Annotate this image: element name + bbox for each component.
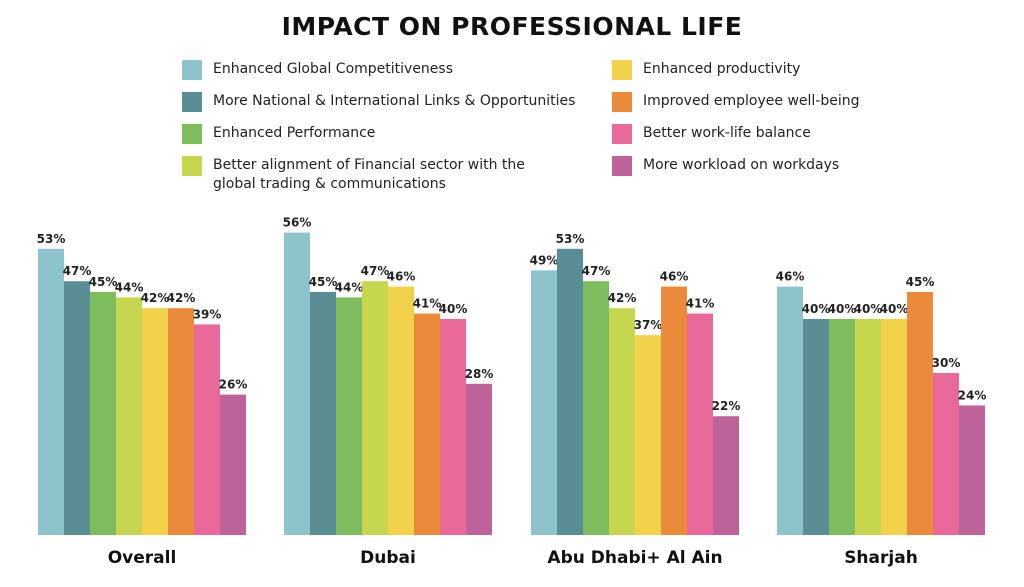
data-label: 45%: [89, 275, 118, 289]
legend-item: Enhanced Global Competitiveness: [182, 60, 542, 80]
bar: [310, 292, 336, 535]
legend-label: Enhanced Performance: [213, 125, 376, 141]
legend-item: Better alignment of Financial sector wit…: [182, 156, 542, 194]
bar: [907, 292, 933, 535]
legend-swatch: [182, 60, 202, 80]
legend-item: More workload on workdays: [612, 156, 972, 176]
category-label: Sharjah: [844, 548, 918, 568]
legend-swatch: [182, 92, 202, 112]
data-label: 28%: [465, 367, 494, 381]
data-label: 22%: [712, 399, 741, 413]
legend-swatch: [182, 156, 202, 176]
bar: [142, 308, 168, 535]
data-label: 24%: [958, 388, 987, 402]
data-label: 30%: [932, 356, 961, 370]
bar: [713, 416, 739, 535]
bar: [777, 286, 803, 535]
legend-label: Enhanced Global Competitiveness: [213, 61, 454, 77]
bar: [440, 319, 466, 535]
bar: [855, 319, 881, 535]
bar: [90, 292, 116, 535]
bar: [116, 297, 142, 535]
data-label: 45%: [309, 275, 338, 289]
bar: [803, 319, 829, 535]
bar: [829, 319, 855, 535]
data-label: 42%: [141, 291, 170, 305]
bar: [194, 324, 220, 535]
data-label: 40%: [854, 302, 883, 316]
bar: [284, 232, 310, 535]
data-label: 46%: [776, 270, 805, 284]
data-label: 46%: [387, 270, 416, 284]
data-label: 53%: [556, 232, 585, 246]
data-label: 40%: [880, 302, 909, 316]
bar: [661, 286, 687, 535]
bar: [609, 308, 635, 535]
bar: [388, 286, 414, 535]
legend-item: Enhanced productivity: [612, 60, 972, 80]
legend-swatch: [612, 124, 632, 144]
data-label: 53%: [37, 232, 66, 246]
legend-item: Better work-life balance: [612, 124, 972, 144]
data-label: 49%: [530, 253, 559, 267]
data-label: 47%: [361, 264, 390, 278]
data-label: 47%: [582, 264, 611, 278]
data-label: 40%: [828, 302, 857, 316]
bar: [336, 297, 362, 535]
bar: [933, 373, 959, 535]
legend-label: More National & International Links & Op…: [213, 93, 576, 109]
legend-label: Better work-life balance: [643, 125, 811, 141]
legend-item: More National & International Links & Op…: [182, 92, 582, 112]
bar: [635, 335, 661, 535]
data-label: 44%: [115, 280, 144, 294]
legend-label: Enhanced productivity: [643, 61, 801, 77]
data-label: 37%: [634, 318, 663, 332]
data-label: 42%: [167, 291, 196, 305]
data-label: 26%: [219, 378, 248, 392]
bar: [531, 270, 557, 535]
bar: [38, 248, 64, 536]
legend-label: Improved employee well-being: [643, 93, 860, 109]
data-label: 41%: [686, 297, 715, 311]
bar: [583, 281, 609, 535]
category-label: Dubai: [360, 548, 416, 568]
legend-swatch: [182, 124, 202, 144]
data-label: 46%: [660, 270, 689, 284]
data-label: 45%: [906, 275, 935, 289]
legend-label: Better alignment of Financial sector wit…: [213, 157, 525, 192]
legend-swatch: [612, 92, 632, 112]
bar: [557, 248, 583, 536]
bar: [220, 394, 246, 535]
data-label: 44%: [335, 280, 364, 294]
bar: [414, 313, 440, 535]
bar: [687, 313, 713, 535]
category-label: Overall: [108, 548, 177, 568]
legend-swatch: [612, 156, 632, 176]
bar: [168, 308, 194, 535]
data-label: 40%: [439, 302, 468, 316]
bar: [466, 383, 492, 535]
category-label: Abu Dhabi+ Al Ain: [547, 548, 722, 568]
data-label: 40%: [802, 302, 831, 316]
bar: [362, 281, 388, 535]
data-label: 41%: [413, 297, 442, 311]
chart-title: IMPACT ON PROFESSIONAL LIFE: [281, 12, 743, 41]
data-label: 39%: [193, 307, 222, 321]
legend-item: Enhanced Performance: [182, 124, 542, 144]
bar: [881, 319, 907, 535]
legend-label: More workload on workdays: [643, 157, 840, 173]
data-label: 56%: [283, 216, 312, 230]
data-label: 42%: [608, 291, 637, 305]
legend-swatch: [612, 60, 632, 80]
bar: [64, 281, 90, 535]
data-label: 47%: [63, 264, 92, 278]
legend-item: Improved employee well-being: [612, 92, 972, 112]
bar: [959, 405, 985, 535]
